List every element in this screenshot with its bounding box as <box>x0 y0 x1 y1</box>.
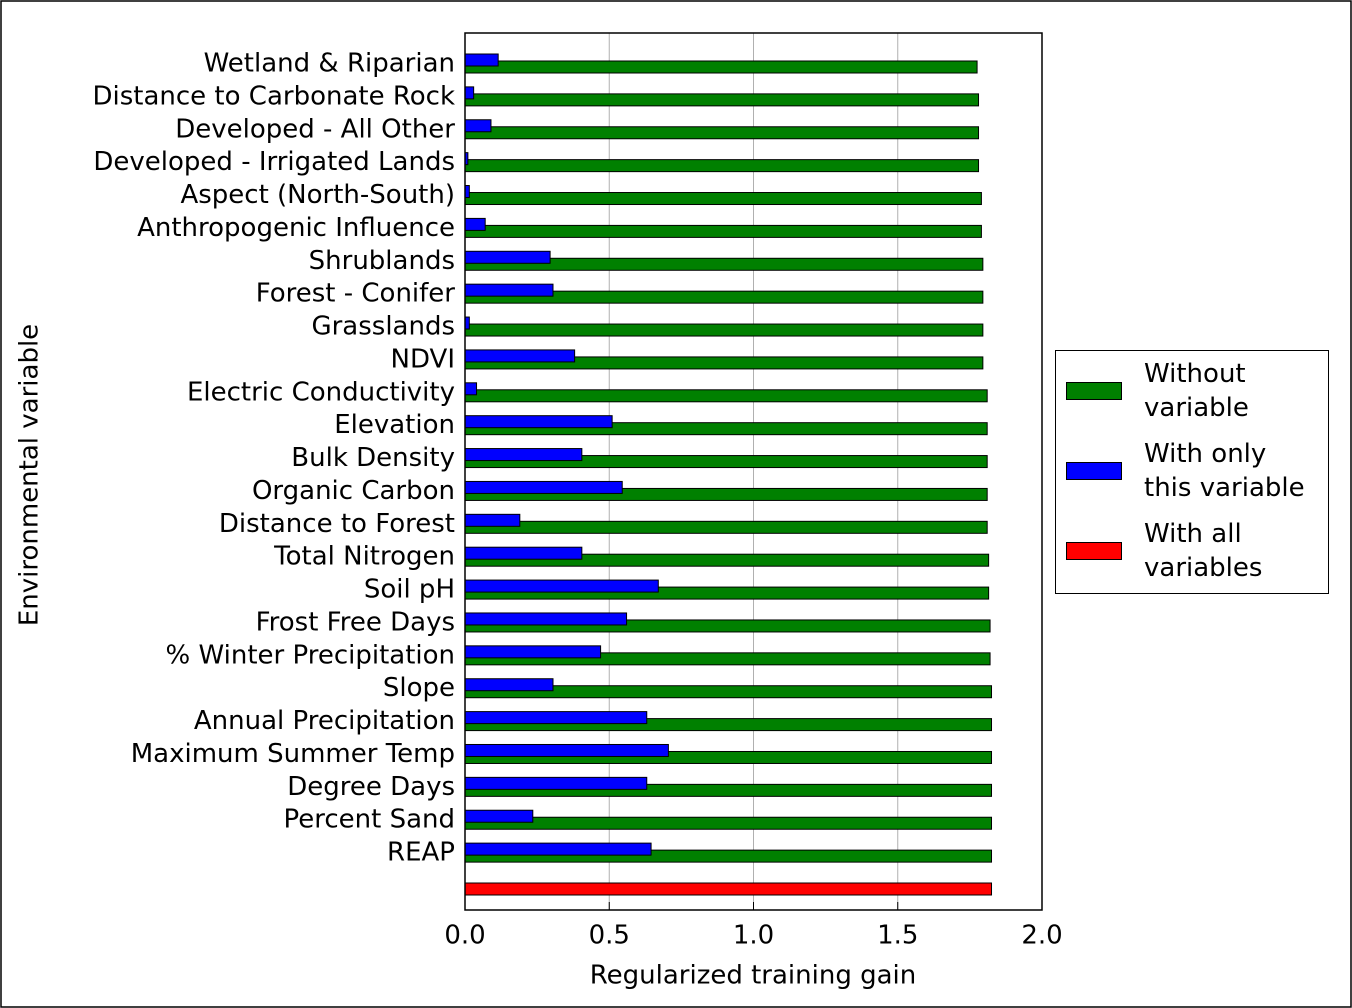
bar <box>464 224 982 238</box>
legend-swatch <box>1066 382 1122 400</box>
bar <box>464 250 551 264</box>
bar <box>464 448 583 462</box>
y-tick-label: Wetland & Riparian <box>204 49 455 79</box>
bar <box>464 86 475 100</box>
y-tick-label: Shrublands <box>309 246 455 276</box>
bar <box>464 743 669 757</box>
bar <box>464 192 982 206</box>
y-tick-label: Electric Conductivity <box>187 377 455 407</box>
y-tick-label: Grasslands <box>311 312 455 342</box>
bar <box>464 389 988 403</box>
bar <box>464 546 583 560</box>
bar <box>464 382 478 396</box>
bar <box>464 323 984 337</box>
y-tick-label: Forest - Conifer <box>256 279 456 309</box>
bar <box>464 809 534 823</box>
x-tick-label: 0.5 <box>589 921 630 951</box>
legend-entry: Without variable <box>1066 357 1249 425</box>
x-tick-label: 1.0 <box>733 921 774 951</box>
bar <box>464 816 993 830</box>
legend-swatch <box>1066 462 1122 480</box>
legend-entry: With only this variable <box>1066 437 1305 505</box>
bar <box>464 678 554 692</box>
legend: Without variable With only this variable W… <box>1055 350 1329 594</box>
y-tick-label: Bulk Density <box>291 443 455 473</box>
y-tick-label: Annual Precipitation <box>194 706 455 736</box>
y-tick-label: NDVI <box>391 344 455 374</box>
legend-label: With all variables <box>1144 519 1263 583</box>
y-tick-label: Frost Free Days <box>256 607 455 637</box>
bar <box>464 415 613 429</box>
bar <box>464 119 492 133</box>
y-tick-label: Degree Days <box>287 772 455 802</box>
bar <box>464 579 659 593</box>
y-tick-label: Maximum Summer Temp <box>131 739 455 769</box>
bar <box>464 349 576 363</box>
bar <box>464 776 648 790</box>
y-tick-label: Aspect (North-South) <box>180 180 455 210</box>
legend-label: Without variable <box>1144 359 1249 423</box>
legend-swatch <box>1066 542 1122 560</box>
y-tick-label: Anthropogenic Influence <box>137 213 455 243</box>
y-tick-label: Total Nitrogen <box>273 542 455 572</box>
bar <box>464 842 652 856</box>
y-tick-label: REAP <box>387 838 455 868</box>
bar <box>464 93 980 107</box>
bar <box>464 513 521 527</box>
y-tick-label: Elevation <box>334 410 455 440</box>
bar <box>464 882 993 896</box>
y-tick-label: Soil pH <box>364 575 455 605</box>
y-tick-label: Organic Carbon <box>252 476 455 506</box>
y-tick-label: Distance to Carbonate Rock <box>92 81 455 111</box>
y-tick-label: Percent Sand <box>283 805 455 835</box>
x-tick-label: 2.0 <box>1021 921 1062 951</box>
bar <box>464 126 980 140</box>
y-tick-label: Developed - All Other <box>175 114 455 144</box>
legend-entry: With all variables <box>1066 517 1262 585</box>
bar <box>464 520 988 534</box>
bar <box>464 283 554 297</box>
bar <box>464 53 499 67</box>
y-tick-label: Slope <box>383 673 455 703</box>
y-tick-label: Developed - Irrigated Lands <box>93 147 455 177</box>
bar <box>464 480 623 494</box>
bar <box>464 159 980 173</box>
legend-label: With only this variable <box>1144 439 1305 503</box>
bar <box>464 711 648 725</box>
bar <box>464 60 978 74</box>
y-tick-label: % Winter Precipitation <box>166 640 455 670</box>
y-axis-label: Environmental variable <box>15 324 45 626</box>
bar <box>464 645 602 659</box>
bar <box>464 612 628 626</box>
x-tick-label: 0.0 <box>444 921 485 951</box>
y-tick-label: Distance to Forest <box>219 509 455 539</box>
bar <box>464 217 486 231</box>
x-axis-label: Regularized training gain <box>590 961 917 991</box>
x-tick-label: 1.5 <box>877 921 918 951</box>
